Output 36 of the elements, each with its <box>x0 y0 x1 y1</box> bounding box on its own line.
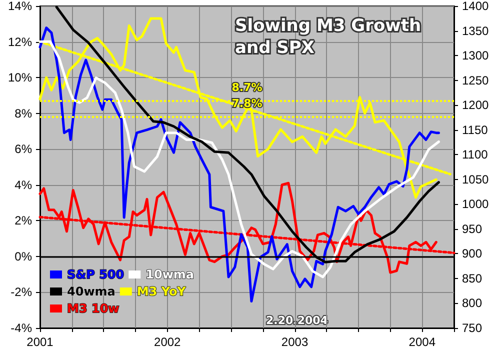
y2-tick-label: 850 <box>462 271 482 286</box>
legend-label: 40wma <box>67 284 116 298</box>
y2-tick-label: 1400 <box>462 0 490 13</box>
ref-line-label: 8.7% <box>232 80 262 94</box>
legend-label: S&P 500 <box>67 268 124 282</box>
y-tick-label: 2% <box>14 214 32 228</box>
y-tick-label: 8% <box>14 106 32 120</box>
y-tick-label: 12% <box>8 34 32 49</box>
x-tick-label: 2002 <box>154 335 182 349</box>
y-tick-label: -2% <box>10 285 32 300</box>
y-tick-label: 10% <box>8 70 32 85</box>
y2-tick-label: 800 <box>462 296 482 310</box>
y2-tick-label: 1050 <box>462 172 490 186</box>
y2-tick-label: 1100 <box>462 148 488 162</box>
y2-tick-label: 1150 <box>462 122 488 137</box>
y2-tick-label: 1250 <box>462 73 490 88</box>
legend-label: M3 10w <box>67 302 120 316</box>
y2-tick-label: 950 <box>462 222 482 236</box>
legend-label: 10wma <box>146 268 194 282</box>
x-tick-label: 2003 <box>281 335 308 349</box>
annotation: 2.20.2004 <box>266 314 328 327</box>
y-tick-label: 6% <box>14 142 32 156</box>
y2-tick-label: 1350 <box>462 24 490 38</box>
y2-tick-label: 900 <box>462 246 482 261</box>
x-tick-label: 2004 <box>408 335 436 349</box>
y-tick-label: 0% <box>14 249 32 264</box>
y2-tick-label: 1300 <box>462 48 490 63</box>
y2-tick-label: 750 <box>462 321 482 335</box>
x-tick-label: 2001 <box>26 335 54 349</box>
y-tick-label: 4% <box>14 178 32 192</box>
y-tick-label: -4% <box>10 321 32 335</box>
y2-tick-label: 1000 <box>462 197 490 212</box>
legend-label: M3 YoY <box>136 284 186 298</box>
y-tick-label: 14% <box>8 0 32 13</box>
y2-tick-label: 1200 <box>462 98 490 112</box>
text: Slowing M3 Growth and SPX <box>235 16 428 58</box>
